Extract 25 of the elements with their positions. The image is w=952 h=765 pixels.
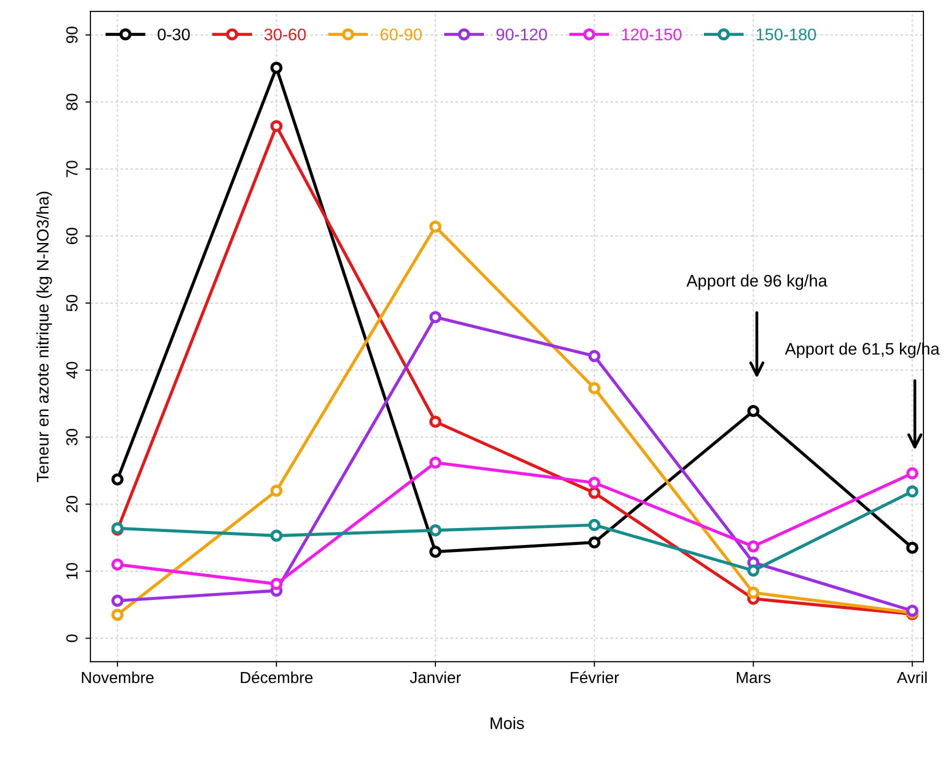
legend-label: 90-120 xyxy=(496,28,547,40)
x-tick-label: Avril xyxy=(896,671,927,684)
x-axis-title: Mois xyxy=(490,716,524,730)
y-tick-label: 40 xyxy=(66,362,78,379)
legend-label: 150-180 xyxy=(756,28,816,40)
y-tick-label: 90 xyxy=(66,26,78,44)
y-tick-label: 10 xyxy=(66,562,78,579)
y-axis-title: Teneur en azote nitrique (kg N-NO3/ha) xyxy=(36,192,52,482)
x-tick-label: Mars xyxy=(736,672,771,684)
x-tick-label: Février xyxy=(570,671,619,684)
y-tick-label: 70 xyxy=(66,160,78,178)
legend-label: 60-90 xyxy=(380,28,422,40)
y-tick-label: 80 xyxy=(66,94,78,110)
x-tick-label: Janvier xyxy=(410,671,461,684)
legend-label: 0-30 xyxy=(158,28,190,40)
y-tick-label: 20 xyxy=(66,496,78,512)
y-tick-label: 30 xyxy=(66,428,78,446)
x-tick-label: Novembre xyxy=(82,671,154,684)
y-tick-label: 0 xyxy=(66,634,78,642)
annotation: Apport de 96 kg/ha xyxy=(686,274,828,290)
y-tick-label: 60 xyxy=(66,228,78,244)
legend-label: 120-150 xyxy=(622,28,682,40)
legend-label: 30-60 xyxy=(264,28,306,40)
x-tick-label: Décembre xyxy=(240,671,313,684)
y-tick-label: 50 xyxy=(66,294,78,312)
